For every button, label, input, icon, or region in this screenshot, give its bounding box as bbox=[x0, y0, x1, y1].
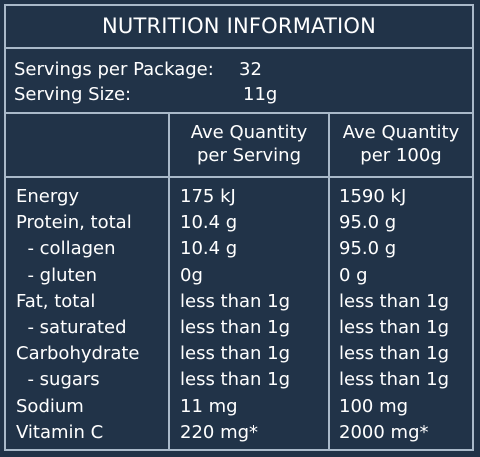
per-100g-value: less than 1g bbox=[339, 369, 450, 391]
serving-size-value: 11g bbox=[243, 84, 278, 105]
per-100g-value: 2000 mg* bbox=[339, 421, 429, 443]
per-serving-value: less than 1g bbox=[180, 343, 291, 365]
per-100g-value: less than 1g bbox=[339, 316, 450, 338]
servings-per-package-label: Servings per Package: bbox=[14, 59, 214, 80]
nutrient-name: - collagen bbox=[16, 238, 116, 260]
per-serving-value: 11 mg bbox=[180, 395, 238, 417]
column-divider-2 bbox=[328, 114, 330, 449]
per-100g-value: less than 1g bbox=[339, 290, 450, 312]
divider-top bbox=[6, 112, 472, 114]
per-serving-value: 10.4 g bbox=[180, 212, 238, 234]
header-per-serving-line1: Ave Quantity bbox=[190, 122, 308, 143]
per-serving-value: 0g bbox=[180, 264, 203, 286]
per-100g-value: 95.0 g bbox=[339, 238, 397, 260]
nutrient-names-column: Energy Protein, total - collagen - glute… bbox=[16, 184, 166, 446]
nutrient-name: Protein, total bbox=[16, 212, 132, 234]
per-serving-value: less than 1g bbox=[180, 290, 291, 312]
header-per-100g-line2: per 100g bbox=[360, 145, 442, 166]
serving-size-label: Serving Size: bbox=[14, 84, 132, 105]
nutrition-panel: NUTRITION INFORMATION Servings per Packa… bbox=[4, 4, 474, 451]
per-100g-value: less than 1g bbox=[339, 343, 450, 365]
per-serving-column: 175 kJ 10.4 g 10.4 g 0g less than 1g les… bbox=[180, 184, 326, 446]
per-100g-value: 95.0 g bbox=[339, 212, 397, 234]
nutrient-name: Vitamin C bbox=[16, 421, 104, 443]
divider-header bbox=[6, 176, 472, 178]
per-serving-value: less than 1g bbox=[180, 369, 291, 391]
header-per-100g-line1: Ave Quantity bbox=[342, 122, 460, 143]
per-100g-value: 100 mg bbox=[339, 395, 409, 417]
per-serving-value: less than 1g bbox=[180, 316, 291, 338]
nutrient-name: Fat, total bbox=[16, 290, 96, 312]
servings-per-package-value: 32 bbox=[239, 59, 262, 80]
header-per-100g: Ave Quantity per 100g bbox=[330, 121, 472, 167]
per-100g-column: 1590 kJ 95.0 g 95.0 g 0 g less than 1g l… bbox=[339, 184, 471, 446]
nutrient-name: - sugars bbox=[16, 369, 100, 391]
per-serving-value: 220 mg* bbox=[180, 421, 259, 443]
header-per-serving-line2: per Serving bbox=[196, 145, 301, 166]
nutrient-name: - gluten bbox=[16, 264, 98, 286]
nutrient-name: Energy bbox=[16, 186, 80, 207]
nutrient-name: - saturated bbox=[16, 316, 127, 338]
per-serving-value: 10.4 g bbox=[180, 238, 238, 260]
column-divider-1 bbox=[168, 114, 170, 449]
nutrient-name: Sodium bbox=[16, 395, 84, 417]
header-per-serving: Ave Quantity per Serving bbox=[170, 121, 328, 167]
per-100g-value: 0 g bbox=[339, 264, 368, 286]
panel-title: NUTRITION INFORMATION bbox=[6, 6, 472, 49]
per-serving-value: 175 kJ bbox=[180, 186, 236, 207]
per-100g-value: 1590 kJ bbox=[339, 186, 407, 207]
nutrient-name: Carbohydrate bbox=[16, 343, 140, 365]
